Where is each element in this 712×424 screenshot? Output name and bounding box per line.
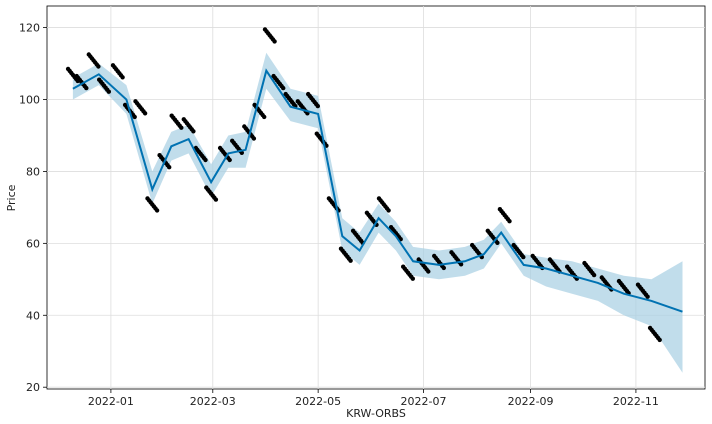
observed-point (582, 260, 597, 278)
observed-point (432, 253, 446, 271)
observed-point (338, 246, 353, 263)
observed-point (181, 117, 196, 134)
y-axis-label: Price (5, 184, 18, 211)
observed-point (217, 145, 232, 163)
observed-point (86, 52, 101, 69)
observed-point (306, 91, 320, 109)
y-axis-ticks: 20 40 60 80 100 120 (19, 22, 47, 394)
observed-point (401, 264, 415, 281)
y-tick-label: 60 (26, 237, 40, 250)
y-tick-label: 40 (26, 309, 40, 322)
plot-area (46, 5, 706, 390)
observed-point (133, 99, 148, 116)
observed-point (97, 77, 112, 94)
observed-point (647, 325, 662, 343)
forecast-series-line (72, 68, 683, 313)
observed-point (547, 257, 562, 274)
x-tick-label: 2022-05 (295, 395, 341, 408)
forecast-line (72, 68, 683, 313)
x-axis-label: KRW-ORBS (346, 407, 406, 420)
observed-point (283, 91, 298, 109)
y-tick-label: 100 (19, 94, 40, 107)
x-tick-label: 2022-01 (88, 395, 134, 408)
x-tick-label: 2022-07 (401, 395, 447, 408)
uncertainty-band (72, 52, 683, 373)
observed-point (169, 113, 184, 130)
observed-point (65, 66, 80, 84)
y-tick-label: 20 (26, 381, 40, 394)
x-axis-ticks: 2022-01 2022-03 2022-05 2022-07 2022-09 2022-… (88, 389, 659, 408)
observed-point (497, 207, 512, 224)
observed-point (262, 27, 277, 44)
observed-point (511, 242, 526, 260)
observed-point (271, 73, 286, 91)
observed-point (110, 63, 125, 80)
uncertainty-band-area (72, 52, 683, 373)
observed-point (145, 196, 160, 213)
y-tick-label: 120 (19, 22, 40, 35)
x-tick-label: 2022-09 (508, 395, 554, 408)
y-tick-label: 80 (26, 165, 40, 178)
observed-point (376, 196, 391, 213)
x-tick-label: 2022-11 (613, 395, 659, 408)
observed-point (204, 185, 219, 202)
observed-point (74, 73, 89, 91)
observed-point (635, 282, 650, 299)
x-tick-label: 2022-03 (190, 395, 236, 408)
observed-point (350, 228, 365, 245)
